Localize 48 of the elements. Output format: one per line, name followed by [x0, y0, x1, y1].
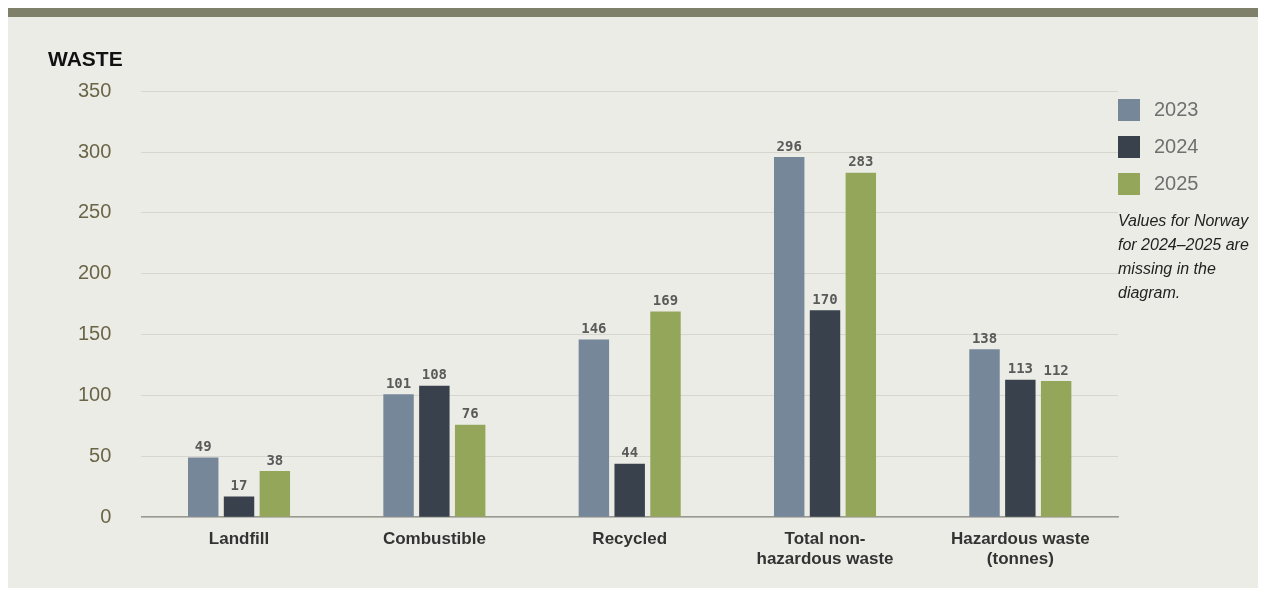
data-label: 44	[621, 444, 639, 461]
y-tick-label: 100	[77, 383, 112, 405]
data-label: 170	[812, 290, 838, 307]
bar	[383, 394, 414, 517]
bar	[809, 310, 841, 517]
data-label: 38	[266, 451, 284, 468]
bar	[1040, 380, 1072, 517]
chart-title: WASTE	[48, 47, 123, 71]
data-label: 283	[848, 153, 874, 170]
bar	[419, 385, 450, 517]
bar	[845, 172, 877, 517]
data-label: 101	[385, 374, 412, 391]
data-label: 112	[1043, 361, 1069, 378]
x-tick-label: Recycled	[592, 529, 668, 549]
y-tick-label: 0	[100, 504, 112, 527]
data-label: 138	[971, 329, 998, 346]
y-tick-label: 250	[77, 200, 112, 223]
data-label: 296	[776, 137, 802, 154]
x-tick-label: Landfill	[208, 529, 270, 549]
bar	[1005, 379, 1036, 517]
bar	[773, 156, 805, 517]
bar	[578, 339, 610, 517]
data-label: 146	[581, 320, 607, 337]
bar	[969, 349, 1000, 517]
x-tick-label: Combustible	[382, 529, 486, 549]
annotation: Values for Norway for 2024–2025 are missing in the diagram.	[1118, 211, 1250, 303]
data-label: 49	[194, 438, 212, 455]
legend-label: 2025	[1154, 172, 1199, 195]
x-tick-label: Total non-hazardous waste	[756, 529, 894, 569]
legend-label: 2024	[1154, 135, 1199, 158]
bar	[259, 470, 291, 517]
data-label: 113	[1007, 360, 1033, 377]
y-tick-label: 350	[77, 78, 112, 101]
y-tick-label: 150	[77, 322, 112, 345]
x-tick-label: Hazardous waste (tonnes)	[950, 529, 1090, 569]
data-label: 108	[421, 366, 448, 383]
bar	[223, 496, 255, 517]
bar	[650, 311, 681, 517]
y-tick-label: 300	[77, 139, 112, 162]
data-label: 76	[461, 405, 479, 422]
bar	[454, 424, 486, 517]
data-label: 17	[230, 477, 248, 494]
y-tick-label: 200	[77, 261, 112, 284]
bar	[614, 463, 645, 517]
bar	[188, 457, 219, 517]
data-label: 169	[652, 292, 679, 309]
y-tick-label: 50	[89, 443, 112, 466]
legend-label: 2023	[1154, 98, 1199, 121]
